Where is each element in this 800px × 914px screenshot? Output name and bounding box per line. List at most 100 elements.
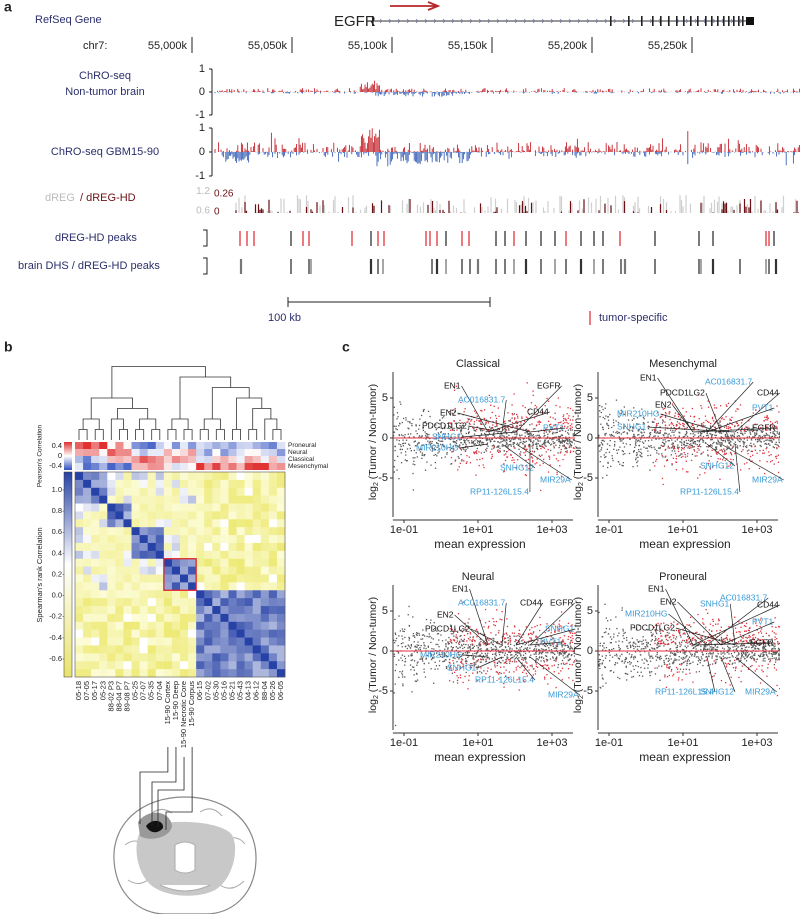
- point: [532, 443, 534, 446]
- point: [413, 660, 416, 662]
- point: [571, 648, 574, 650]
- point: [510, 643, 512, 645]
- heatmap-cell: [99, 495, 108, 504]
- point: [773, 428, 775, 431]
- point: [467, 447, 469, 449]
- point: [496, 429, 499, 431]
- point: [416, 644, 418, 646]
- point: [662, 408, 664, 410]
- heatmap-cell: [147, 590, 157, 599]
- point: [550, 652, 552, 654]
- point: [548, 647, 550, 649]
- point: [710, 444, 712, 446]
- point: [498, 451, 500, 453]
- point: [672, 457, 675, 459]
- point: [523, 657, 525, 659]
- point: [545, 658, 548, 660]
- point: [730, 441, 732, 443]
- point: [460, 430, 463, 432]
- point: [453, 662, 455, 664]
- point: [507, 637, 509, 639]
- heatmap-cell: [268, 487, 278, 496]
- heatmap-cell: [99, 574, 108, 583]
- point: [793, 448, 794, 449]
- point: [402, 445, 404, 447]
- heatmap-cell: [244, 590, 253, 599]
- point: [724, 653, 726, 655]
- heatmap-cell: [220, 566, 229, 575]
- point: [547, 652, 549, 654]
- heatmap-cell: [236, 479, 245, 489]
- point: [439, 649, 441, 651]
- point: [786, 655, 787, 656]
- heatmap-cell: [196, 629, 205, 638]
- heatmap-cell: [180, 511, 189, 520]
- heatmap-cell: [147, 542, 157, 552]
- heatmap-cell: [252, 574, 262, 583]
- point: [693, 450, 696, 452]
- point: [667, 434, 669, 436]
- point: [430, 658, 433, 661]
- heatmap-cell: [260, 582, 270, 591]
- y-tick-label: 0: [382, 645, 388, 657]
- point: [511, 654, 513, 656]
- point: [700, 433, 702, 435]
- point: [771, 440, 773, 442]
- point: [535, 438, 537, 440]
- point: [452, 449, 455, 451]
- point: [654, 465, 656, 467]
- subtype-cell: [123, 449, 132, 456]
- point: [480, 444, 482, 447]
- point: [647, 454, 649, 457]
- point: [450, 639, 452, 642]
- heatmap-cell: [260, 527, 270, 536]
- point: [769, 440, 771, 442]
- point: [522, 405, 524, 407]
- heatmap-cell: [260, 661, 270, 670]
- point: [535, 658, 537, 660]
- point: [693, 442, 695, 445]
- point: [531, 664, 533, 666]
- point: [549, 464, 551, 466]
- point: [490, 632, 492, 634]
- point: [792, 439, 793, 440]
- point: [449, 425, 451, 427]
- point: [563, 663, 565, 665]
- point: [412, 616, 414, 618]
- point: [472, 647, 474, 649]
- point: [601, 406, 603, 408]
- point: [400, 403, 402, 405]
- point: [394, 618, 396, 621]
- point: [457, 456, 459, 458]
- point: [486, 444, 488, 446]
- point: [785, 446, 786, 447]
- point: [453, 639, 455, 641]
- point: [452, 630, 454, 632]
- point: [770, 439, 772, 441]
- point: [495, 415, 497, 417]
- point: [670, 435, 672, 437]
- point: [481, 428, 483, 430]
- point: [764, 651, 766, 653]
- point: [712, 466, 714, 468]
- subtype-cell: [147, 442, 157, 449]
- point: [538, 423, 540, 425]
- point: [514, 657, 516, 660]
- point: [566, 662, 568, 664]
- heatmap-cell: [75, 621, 84, 630]
- point: [774, 645, 776, 647]
- point: [515, 642, 518, 644]
- point: [524, 454, 526, 456]
- point: [723, 453, 725, 456]
- point: [543, 441, 546, 444]
- point: [483, 417, 485, 420]
- point: [786, 441, 787, 442]
- heatmap-cell: [220, 503, 229, 512]
- point: [537, 440, 539, 442]
- point: [528, 439, 530, 441]
- point: [406, 647, 408, 650]
- point: [585, 432, 586, 433]
- point: [460, 655, 463, 657]
- point: [791, 432, 792, 433]
- point: [703, 647, 705, 650]
